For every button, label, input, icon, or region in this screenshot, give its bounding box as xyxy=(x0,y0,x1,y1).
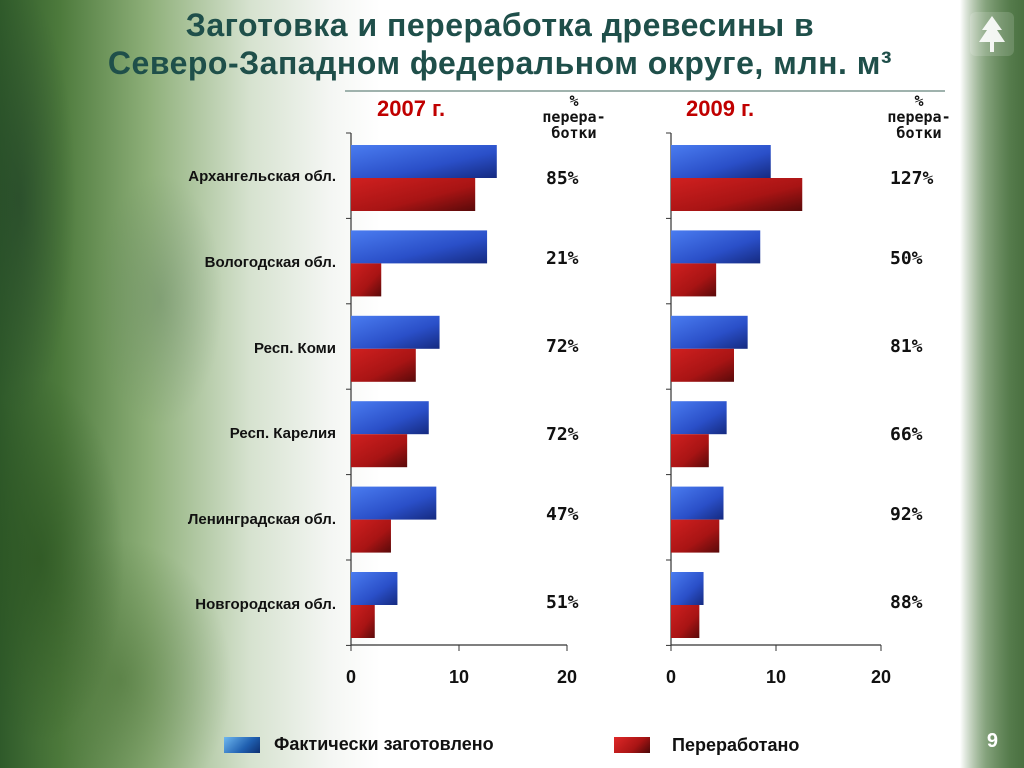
bar-harvested xyxy=(671,230,761,264)
x-tick-label: 20 xyxy=(871,667,891,687)
bar-harvested xyxy=(351,315,440,349)
bar-processed xyxy=(671,605,700,638)
x-tick-label: 10 xyxy=(449,667,469,687)
pct-value-2009: 50% xyxy=(890,248,923,269)
x-tick-label: 0 xyxy=(666,667,676,687)
bar-harvested xyxy=(671,145,771,178)
bar-harvested xyxy=(671,486,724,520)
pct-header-line: ботки xyxy=(551,124,597,142)
year-2009-label: 2009 г. xyxy=(686,96,755,121)
pct-value-2009: 66% xyxy=(890,424,923,445)
category-label: Новгородская обл. xyxy=(195,596,336,613)
bar-processed xyxy=(671,519,720,553)
bar-processed xyxy=(351,348,416,382)
bar-processed xyxy=(351,263,382,297)
pct-value-2007: 51% xyxy=(546,592,579,613)
pct-header-line: % xyxy=(914,92,924,110)
title-line-2: Северо-Западном федеральном округе, млн.… xyxy=(107,45,893,81)
pct-value-2009: 127% xyxy=(890,168,934,189)
legend-label-harvested: Фактически заготовлено xyxy=(274,734,494,754)
bar-harvested xyxy=(671,401,727,435)
title-line-1: Заготовка и переработка древесины в xyxy=(185,7,815,43)
bar-processed xyxy=(671,434,709,468)
bar-harvested xyxy=(351,401,429,435)
x-tick-label: 0 xyxy=(346,667,356,687)
pct-header-line: % xyxy=(569,92,579,110)
bar-processed xyxy=(351,605,375,638)
bar-harvested xyxy=(671,315,748,349)
pct-header-line: перера- xyxy=(887,108,951,126)
year-2007-label: 2007 г. xyxy=(377,96,446,121)
pct-value-2007: 72% xyxy=(546,424,579,445)
category-label: Вологодская обл. xyxy=(204,254,336,271)
bar-harvested xyxy=(351,572,398,605)
category-label: Архангельская обл. xyxy=(188,168,336,185)
x-tick-label: 10 xyxy=(766,667,786,687)
pct-value-2007: 72% xyxy=(546,336,579,357)
bar-processed xyxy=(351,519,391,553)
bar-harvested xyxy=(351,230,488,264)
bar-processed xyxy=(351,434,408,468)
pct-header-line: ботки xyxy=(896,124,942,142)
bar-harvested xyxy=(351,486,437,520)
bar-processed xyxy=(351,178,476,211)
slide-title: Заготовка и переработка древесины в Севе… xyxy=(40,6,960,82)
pct-value-2009: 81% xyxy=(890,336,923,357)
legend-swatch-processed xyxy=(614,737,650,753)
category-label: Респ. Коми xyxy=(254,340,336,357)
pct-value-2009: 88% xyxy=(890,592,923,613)
pct-value-2007: 85% xyxy=(546,168,579,189)
pct-header-2007: % перера- ботки xyxy=(529,93,619,141)
legend-label-processed: Переработано xyxy=(672,735,800,755)
category-label: Ленинградская обл. xyxy=(187,511,336,528)
page-number: 9 xyxy=(986,730,998,752)
right-decor-strip xyxy=(960,0,1024,768)
pct-value-2007: 21% xyxy=(546,248,579,269)
bar-harvested xyxy=(351,145,497,178)
tree-logo-icon xyxy=(970,12,1014,56)
pct-header-line: перера- xyxy=(542,108,606,126)
bar-processed xyxy=(671,178,803,211)
title-divider xyxy=(345,90,945,92)
bar-processed xyxy=(671,348,734,382)
pct-value-2007: 47% xyxy=(546,504,579,525)
pct-header-2009: % перера- ботки xyxy=(874,93,964,141)
legend-swatch-harvested xyxy=(224,737,260,753)
pct-value-2009: 92% xyxy=(890,504,923,525)
bar-processed xyxy=(671,263,717,297)
forest-background xyxy=(0,0,380,768)
category-label: Респ. Карелия xyxy=(229,425,336,442)
x-tick-label: 20 xyxy=(557,667,577,687)
bar-harvested xyxy=(671,572,704,605)
